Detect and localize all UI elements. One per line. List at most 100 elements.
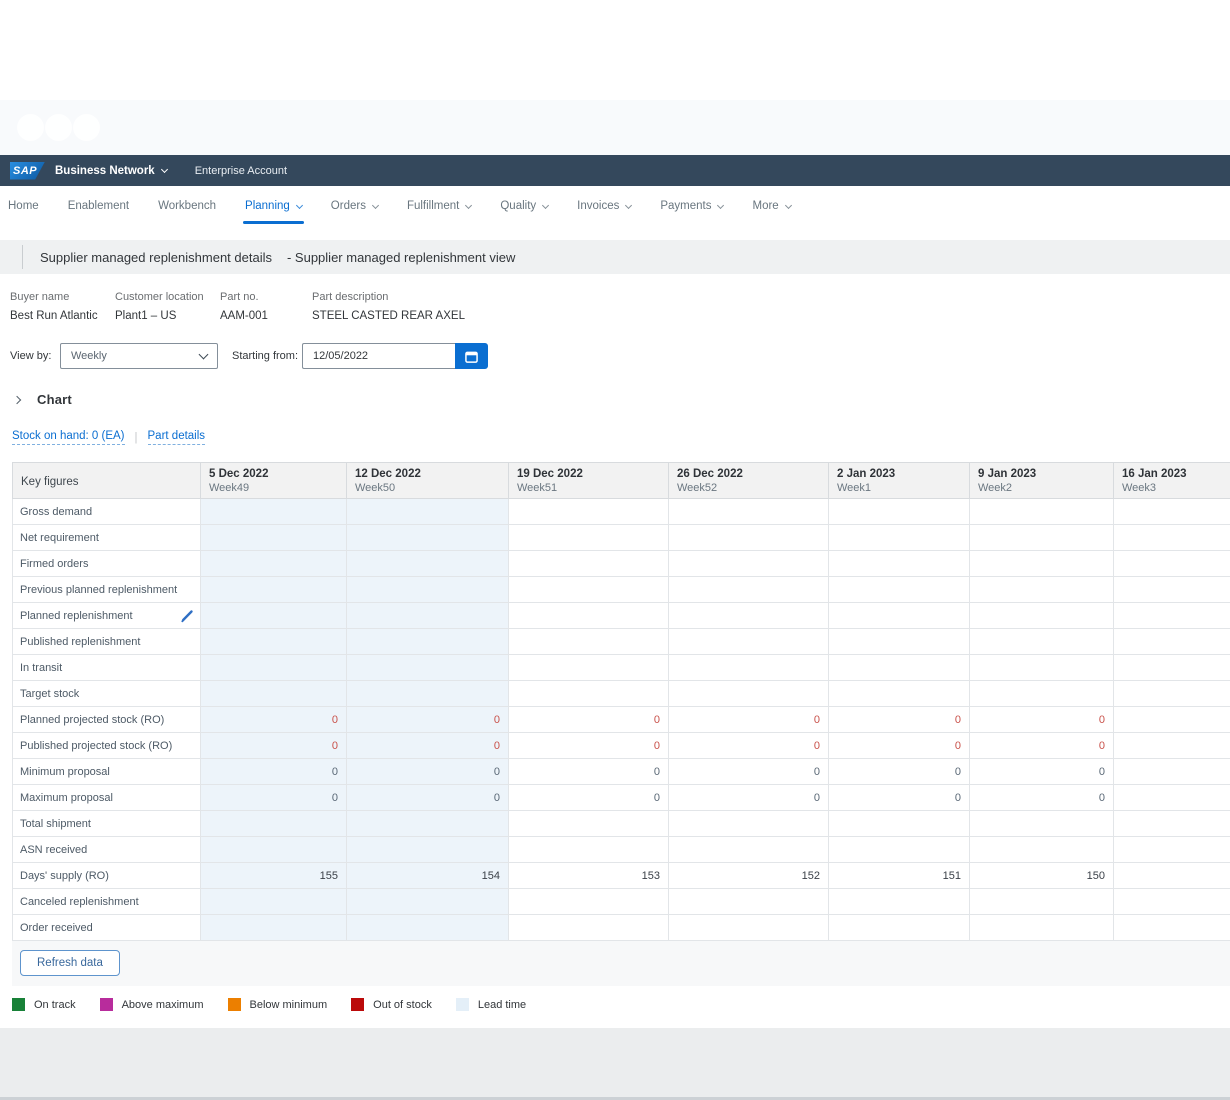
table-row: Gross demand [12, 498, 1230, 525]
value-cell [1113, 836, 1230, 863]
value-cell: 151 [828, 862, 970, 889]
stock-on-hand-link[interactable]: Stock on hand: 0 (EA) [12, 430, 125, 445]
value-cell: 0 [200, 758, 347, 785]
value-cell [200, 550, 347, 577]
chevron-down-icon [465, 201, 473, 209]
value-cell [828, 524, 970, 551]
menu-item-workbench[interactable]: Workbench [158, 200, 217, 212]
value-cell [1113, 784, 1230, 811]
value-cell: 0 [969, 758, 1114, 785]
menu-item-payments[interactable]: Payments [660, 186, 725, 226]
value-cell [969, 914, 1114, 940]
value-cell [346, 888, 509, 915]
page-footer [0, 1028, 1230, 1100]
week-column-header: 12 Dec 2022 Week50 [346, 462, 509, 499]
value-cell [828, 836, 970, 863]
value-cell [346, 654, 509, 681]
value-cell: 0 [668, 706, 829, 733]
starting-from-input[interactable] [302, 343, 455, 369]
calendar-button[interactable] [455, 343, 488, 369]
value-cell [346, 576, 509, 603]
value-cell [1113, 810, 1230, 837]
chevron-down-icon [784, 201, 792, 209]
menu-item-orders[interactable]: Orders [331, 186, 379, 226]
value-cell [346, 914, 509, 940]
value-cell [508, 498, 669, 525]
chart-expander[interactable]: Chart [12, 392, 72, 407]
view-controls: View by: Weekly Starting from: [0, 343, 1230, 373]
value-cell: 0 [200, 706, 347, 733]
edit-pencil-icon[interactable] [180, 608, 195, 623]
value-cell[interactable] [668, 602, 829, 629]
value-cell [668, 628, 829, 655]
legend-item-on-track: On track [12, 998, 76, 1011]
menu-item-fulfillment[interactable]: Fulfillment [407, 186, 473, 226]
value-cell: 0 [828, 758, 970, 785]
links-row: Stock on hand: 0 (EA) | Part details [12, 430, 206, 445]
value-cell [969, 654, 1114, 681]
menu-item-home[interactable]: Home [8, 200, 39, 212]
part-no-value: AAM-001 [220, 310, 268, 322]
table-row: Canceled replenishment [12, 888, 1230, 915]
value-cell [969, 576, 1114, 603]
menu-item-more[interactable]: More [752, 186, 792, 226]
value-cell [508, 888, 669, 915]
legend-item-below-minimum: Below minimum [227, 998, 328, 1011]
table-header-row: Key figures 5 Dec 2022 Week49 12 Dec 2022 W… [12, 462, 1230, 499]
value-cell [200, 810, 347, 837]
value-cell[interactable] [969, 602, 1114, 629]
value-cell [668, 836, 829, 863]
value-cell[interactable] [828, 602, 970, 629]
browser-button-icon [73, 114, 100, 141]
page-titlebar: Supplier managed replenishment details -… [0, 240, 1230, 274]
value-cell: 0 [508, 784, 669, 811]
value-cell: 0 [969, 732, 1114, 759]
row-label: Order received [12, 914, 201, 940]
value-cell [200, 576, 347, 603]
legend-label: Below minimum [249, 998, 328, 1011]
value-cell [828, 680, 970, 707]
value-cell[interactable] [1113, 602, 1230, 629]
legend-label: Above maximum [121, 998, 204, 1011]
part-details-link[interactable]: Part details [147, 430, 206, 445]
menu-item-quality[interactable]: Quality [500, 186, 550, 226]
value-cell [200, 524, 347, 551]
part-no-field: Part no. AAM-001 [220, 291, 268, 322]
row-label: Minimum proposal [12, 758, 201, 785]
menu-item-invoices[interactable]: Invoices [577, 186, 633, 226]
menu-item-planning[interactable]: Planning [243, 186, 304, 226]
row-label: Previous planned replenishment [12, 576, 201, 603]
value-cell: 0 [200, 784, 347, 811]
view-by-select[interactable]: Weekly [60, 343, 218, 369]
value-cell [969, 680, 1114, 707]
value-cell: 0 [969, 706, 1114, 733]
chevron-down-icon [160, 165, 168, 173]
row-label: Maximum proposal [12, 784, 201, 811]
key-figures-column-header: Key figures [12, 462, 201, 499]
value-cell [1113, 628, 1230, 655]
value-cell [508, 654, 669, 681]
value-cell: 153 [508, 862, 669, 889]
value-cell[interactable] [346, 602, 509, 629]
table-row: Published projected stock (RO) 0 0 0 0 0 0 [12, 732, 1230, 759]
menu-item-enablement[interactable]: Enablement [67, 200, 130, 212]
row-label: Planned projected stock (RO) [12, 706, 201, 733]
value-cell[interactable] [508, 602, 669, 629]
business-network-menu[interactable]: Business Network [55, 165, 168, 177]
value-cell: 0 [200, 732, 347, 759]
row-label: Canceled replenishment [12, 888, 201, 915]
week-column-header: 26 Dec 2022 Week52 [668, 462, 829, 499]
table-row: Maximum proposal 0 0 0 0 0 0 [12, 784, 1230, 811]
buyer-name-label: Buyer name [10, 291, 70, 303]
value-cell [828, 498, 970, 525]
refresh-data-button[interactable]: Refresh data [20, 950, 120, 976]
value-cell[interactable] [200, 602, 347, 629]
value-cell: 155 [200, 862, 347, 889]
value-cell [969, 836, 1114, 863]
value-cell: 0 [346, 732, 509, 759]
row-label: ASN received [12, 836, 201, 863]
part-description-value: STEEL CASTED REAR AXEL [312, 310, 465, 322]
value-cell [1113, 758, 1230, 785]
value-cell [200, 836, 347, 863]
